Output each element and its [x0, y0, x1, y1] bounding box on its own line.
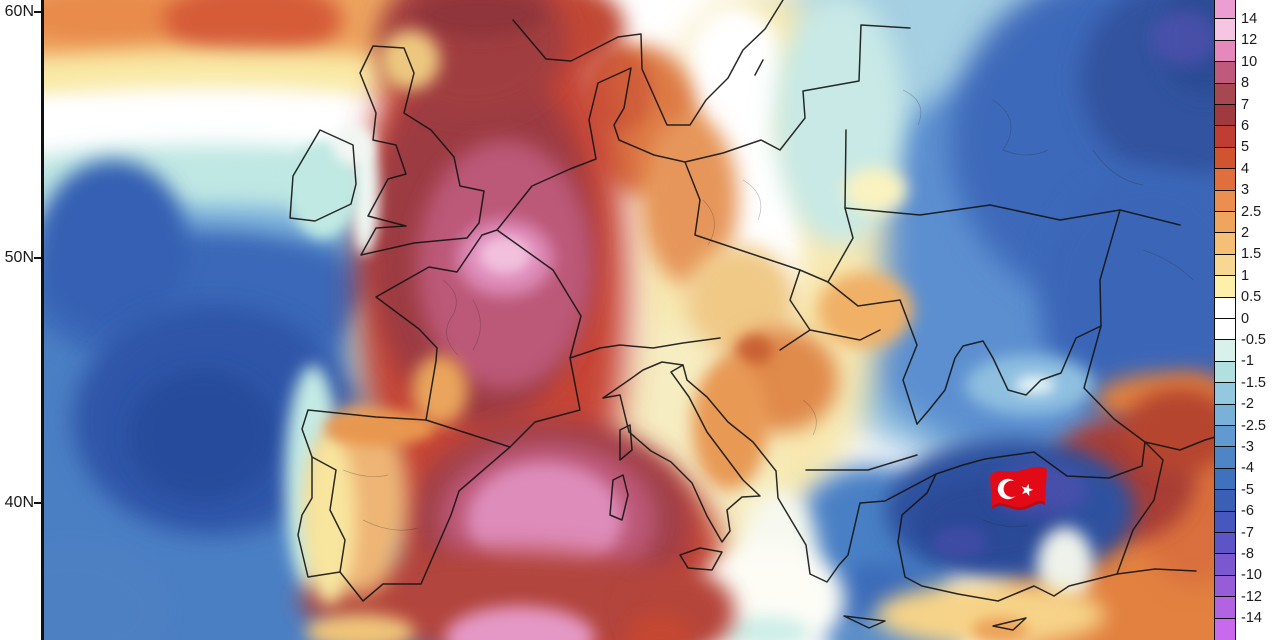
colorbar-labels: 14 12 10 8 7 6 5 4 3 2.5 2 1.5 1 0.5 0 -0.5 -1 -1.5 -2 -2.5… — [1241, 0, 1280, 640]
colorbar-label: -7 — [1241, 525, 1254, 541]
colorbar-label: -6 — [1241, 503, 1254, 519]
turkey-flag-icon — [990, 466, 1047, 511]
colorbar-cell — [1214, 339, 1236, 363]
colorbar-cell — [1214, 210, 1236, 234]
colorbar-cell — [1214, 317, 1236, 341]
map-canvas[interactable] — [43, 0, 1215, 640]
tick-50n — [34, 257, 42, 259]
colorbar-cell — [1214, 553, 1236, 577]
colorbar-label: 1.5 — [1241, 246, 1262, 262]
lat-label-40n: 40N — [4, 494, 34, 511]
colorbar-label: 2.5 — [1241, 204, 1262, 220]
colorbar-cell — [1214, 489, 1236, 513]
colorbar-label: -8 — [1241, 546, 1254, 562]
colorbar-label: 3 — [1241, 182, 1250, 198]
colorbar-label: 12 — [1241, 32, 1258, 48]
colorbar-label: -5 — [1241, 482, 1254, 498]
colorbar-cell — [1214, 82, 1236, 106]
colorbar-cell — [1214, 103, 1236, 127]
colorbar-label: 8 — [1241, 75, 1250, 91]
colorbar-label: 6 — [1241, 118, 1250, 134]
colorbar-label: -10 — [1241, 567, 1262, 583]
colorbar-cell — [1214, 61, 1236, 85]
colorbar-label: 14 — [1241, 11, 1258, 27]
colorbar-label: -12 — [1241, 589, 1262, 605]
colorbar-label: 7 — [1241, 97, 1250, 113]
colorbar-label: 5 — [1241, 139, 1250, 155]
colorbar-cell — [1214, 253, 1236, 277]
colorbar-label: -2.5 — [1241, 418, 1266, 434]
lat-label-50n: 50N — [4, 249, 34, 266]
colorbar — [1214, 0, 1236, 640]
colorbar-cell — [1214, 232, 1236, 256]
colorbar-label: -0.5 — [1241, 332, 1266, 348]
colorbar-label: -4 — [1241, 460, 1254, 476]
colorbar-label: -1.5 — [1241, 375, 1266, 391]
map-left-axis — [41, 0, 44, 640]
colorbar-label: 2 — [1241, 225, 1250, 241]
colorbar-cell — [1214, 296, 1236, 320]
colorbar-cell — [1214, 446, 1236, 470]
colorbar-cell — [1214, 189, 1236, 213]
colorbar-label: -3 — [1241, 439, 1254, 455]
temperature-anomaly-field — [43, 0, 1215, 640]
colorbar-cell — [1214, 360, 1236, 384]
colorbar-cell — [1214, 125, 1236, 149]
colorbar-cell — [1214, 596, 1236, 620]
colorbar-cell — [1214, 39, 1236, 63]
colorbar-label: -14 — [1241, 610, 1262, 626]
country-borders — [289, 0, 1215, 631]
tick-40n — [34, 502, 42, 504]
colorbar-label: 1 — [1241, 268, 1250, 284]
colorbar-cell — [1214, 146, 1236, 170]
tick-60n — [34, 11, 42, 13]
colorbar-cell — [1214, 403, 1236, 427]
colorbar-cell — [1214, 382, 1236, 406]
colorbar-cell — [1214, 275, 1236, 299]
colorbar-label: 10 — [1241, 54, 1258, 70]
colorbar-cell — [1214, 531, 1236, 555]
colorbar-cell — [1214, 510, 1236, 534]
colorbar-cell — [1214, 467, 1236, 491]
colorbar-cell — [1214, 574, 1236, 598]
colorbar-label: 4 — [1241, 161, 1250, 177]
admin-boundaries — [342, 89, 1194, 531]
colorbar-cell — [1214, 424, 1236, 448]
colorbar-label: 0.5 — [1241, 289, 1262, 305]
colorbar-label: 0 — [1241, 311, 1250, 327]
colorbar-cell — [1214, 617, 1236, 640]
colorbar-cell — [1214, 0, 1236, 20]
colorbar-label: -2 — [1241, 396, 1254, 412]
colorbar-cell — [1214, 168, 1236, 192]
colorbar-label: -1 — [1241, 353, 1254, 369]
colorbar-cell — [1214, 18, 1236, 42]
lat-label-60n: 60N — [4, 3, 34, 20]
